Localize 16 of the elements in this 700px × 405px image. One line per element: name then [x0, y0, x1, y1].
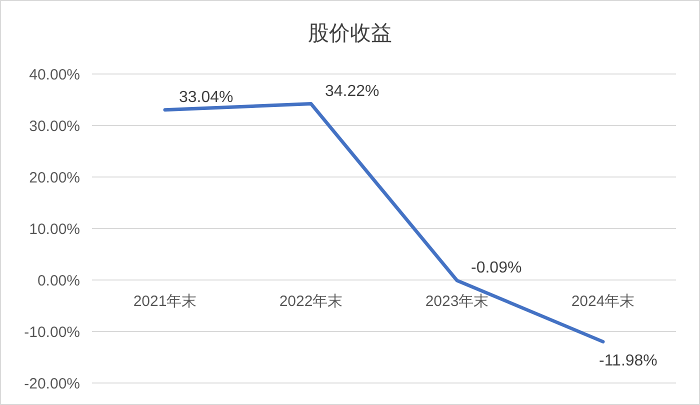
y-tick-label: 30.00%	[29, 118, 80, 135]
y-tick-label: 40.00%	[29, 66, 80, 84]
x-tick-label: 2021年末	[133, 293, 197, 310]
y-tick-label: -20.00%	[24, 375, 80, 392]
data-label: 33.04%	[179, 88, 234, 106]
x-tick-label: 2023年末	[425, 293, 489, 310]
chart-title: 股价收益	[307, 21, 393, 47]
data-label: 34.22%	[325, 82, 380, 100]
x-tick-label: 2022年末	[279, 293, 343, 310]
y-tick-label: 0.00%	[37, 272, 80, 290]
data-label: -0.09%	[471, 259, 522, 276]
x-tick-label: 2024年末	[571, 293, 635, 310]
y-tick-label: 10.00%	[29, 220, 80, 238]
y-tick-label: 20.00%	[29, 169, 80, 186]
y-tick-label: -10.00%	[24, 324, 80, 341]
data-label: -11.98%	[599, 352, 658, 370]
